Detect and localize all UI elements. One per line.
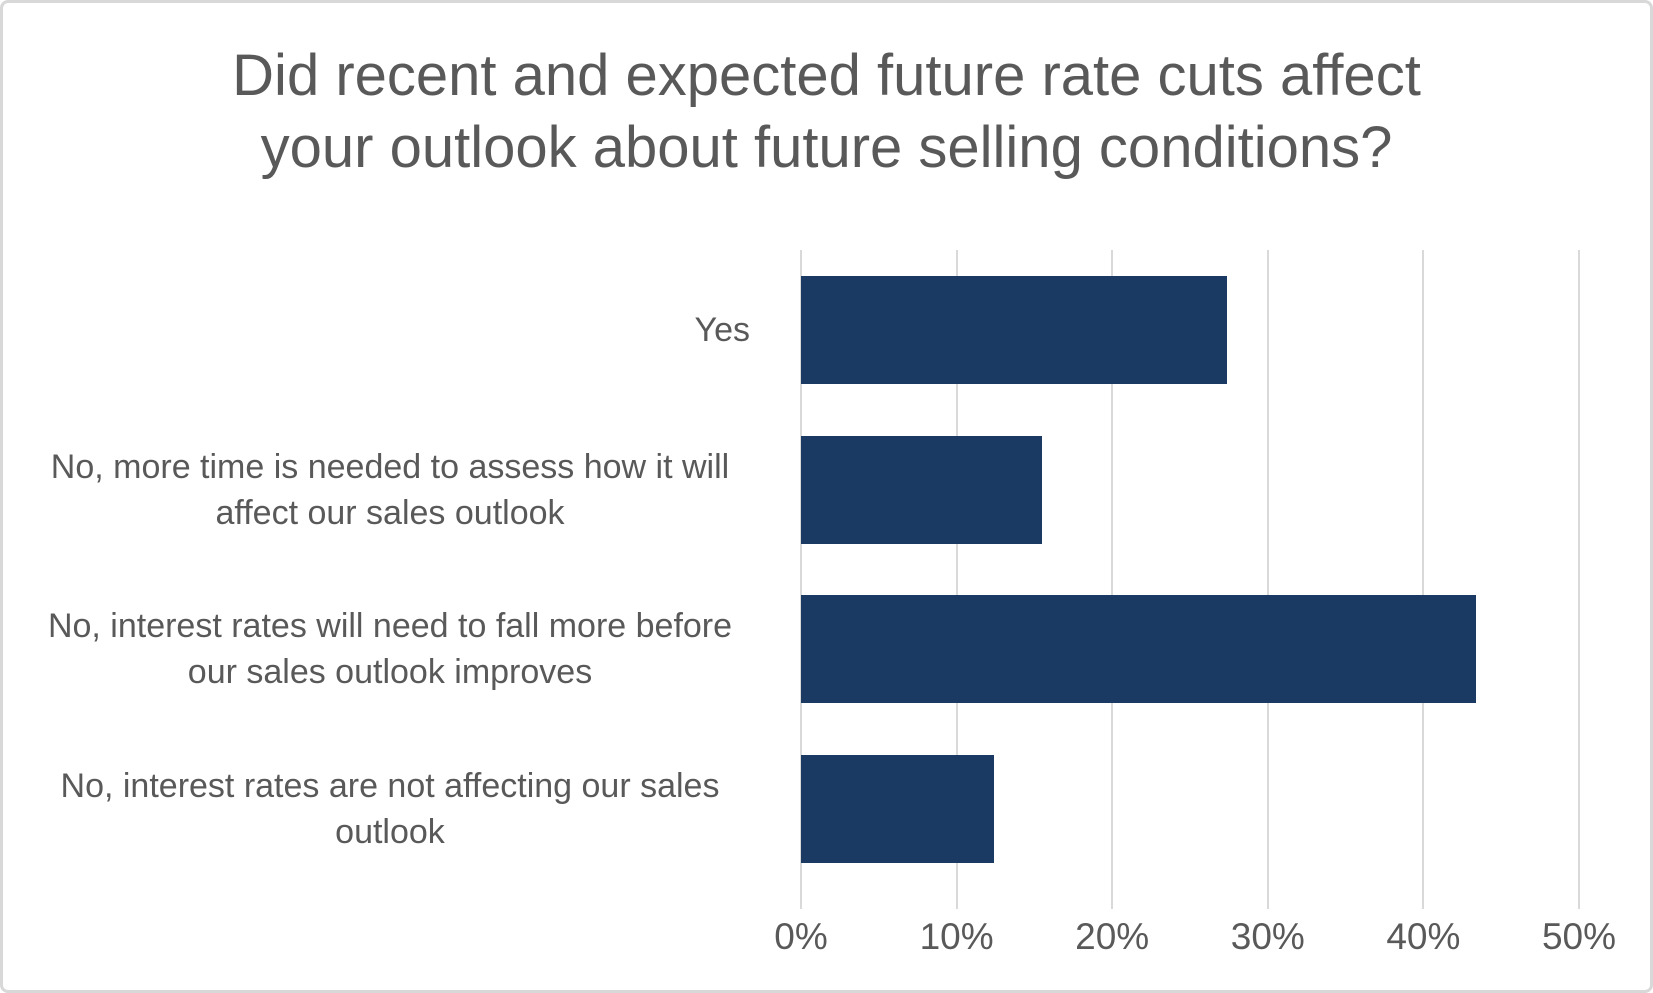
x-axis-label: 50%	[1541, 916, 1617, 957]
gridline	[800, 250, 802, 889]
category-row: No, more time is needed to assess how it…	[30, 410, 750, 570]
axis-tick	[1266, 889, 1269, 909]
category-row: No, interest rates will need to fall mor…	[30, 570, 750, 730]
bar-row	[801, 250, 1579, 410]
chart-title-line-1: Did recent and expected future rate cuts…	[232, 43, 1421, 108]
bar	[801, 755, 994, 864]
category-label: No, interest rates will need to fall mor…	[47, 607, 733, 692]
x-axis-label: 40%	[1386, 916, 1461, 957]
axis-tick	[800, 889, 802, 909]
category-row: No, interest rates are not affecting our…	[30, 729, 750, 889]
x-axis-label: 0%	[774, 916, 828, 957]
x-axis-label: 30%	[1230, 916, 1305, 957]
chart-title-line-2: your outlook about future selling condit…	[260, 115, 1393, 180]
axis-tick	[1422, 889, 1425, 909]
category-label: No, interest rates are not affecting our…	[60, 767, 720, 852]
x-axis: 0% 10% 20% 30% 40% 50%	[774, 916, 1616, 966]
gridline	[1111, 250, 1114, 889]
x-axis-label: 20%	[1075, 916, 1150, 957]
axis-tick	[1111, 889, 1114, 909]
bar	[801, 435, 1043, 544]
gridline	[1422, 250, 1425, 889]
bar	[801, 595, 1477, 704]
axis-tick	[1578, 889, 1580, 909]
chart-title: Did recent and expected future rate cuts…	[0, 40, 1653, 184]
bar	[801, 275, 1228, 384]
bar-row	[801, 410, 1579, 570]
gridline	[955, 250, 958, 889]
category-row: Yes	[30, 250, 750, 410]
x-axis-label: 10%	[919, 916, 994, 957]
category-axis: Yes No, more time is needed to assess how…	[30, 250, 750, 889]
category-label: No, more time is needed to assess how it…	[50, 447, 730, 532]
bar-row	[801, 729, 1579, 889]
gridline	[1266, 250, 1269, 889]
axis-tick	[955, 889, 958, 909]
category-label: Yes	[694, 310, 750, 349]
bar-row	[801, 570, 1579, 730]
plot-area	[800, 250, 1580, 909]
gridline	[1578, 250, 1580, 889]
